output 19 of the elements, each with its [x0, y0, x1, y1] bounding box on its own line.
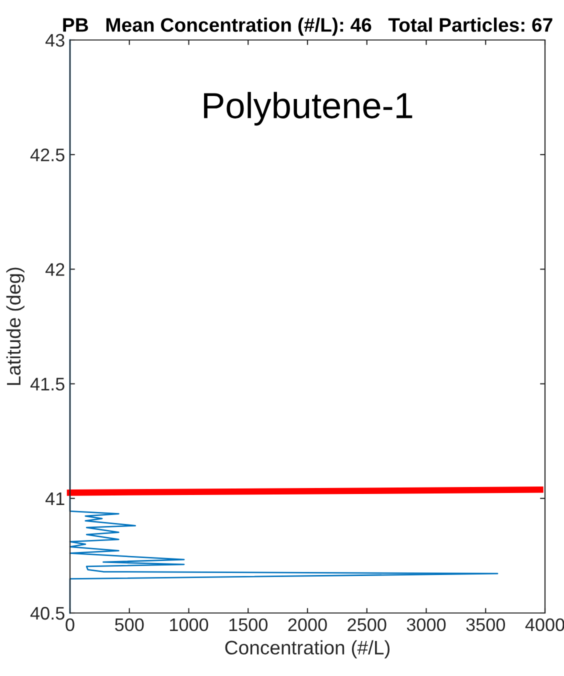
x-tick-label: 500 — [115, 618, 144, 632]
x-tick-label: 3000 — [406, 618, 446, 632]
y-tick-label: 43 — [45, 34, 64, 47]
y-tick-label: 41 — [45, 492, 64, 505]
x-tick-label: 3500 — [466, 618, 506, 632]
x-tick-label: 2500 — [348, 618, 386, 632]
x-tick-label: 1000 — [170, 618, 208, 632]
y-tick-label: 41.5 — [30, 378, 64, 391]
y-tick-label: 42 — [45, 263, 64, 276]
annotation: Polybutene-1 — [204, 92, 412, 126]
y-tick-label: 40.5 — [30, 606, 64, 620]
x-axis-title: Concentration (#/L) — [225, 640, 390, 658]
x-tick-label: 2000 — [288, 618, 327, 632]
x-tick-label: 0 — [66, 618, 74, 632]
chart-title: PB Mean Concentration (#/L): 46 Total Particles: 67 — [63, 18, 552, 36]
x-tick-label: 1500 — [229, 618, 268, 632]
y-axis-title: Latitude (deg) — [6, 268, 24, 385]
y-tick-label: 42.5 — [30, 148, 64, 162]
x-tick-label: 4000 — [525, 618, 564, 632]
